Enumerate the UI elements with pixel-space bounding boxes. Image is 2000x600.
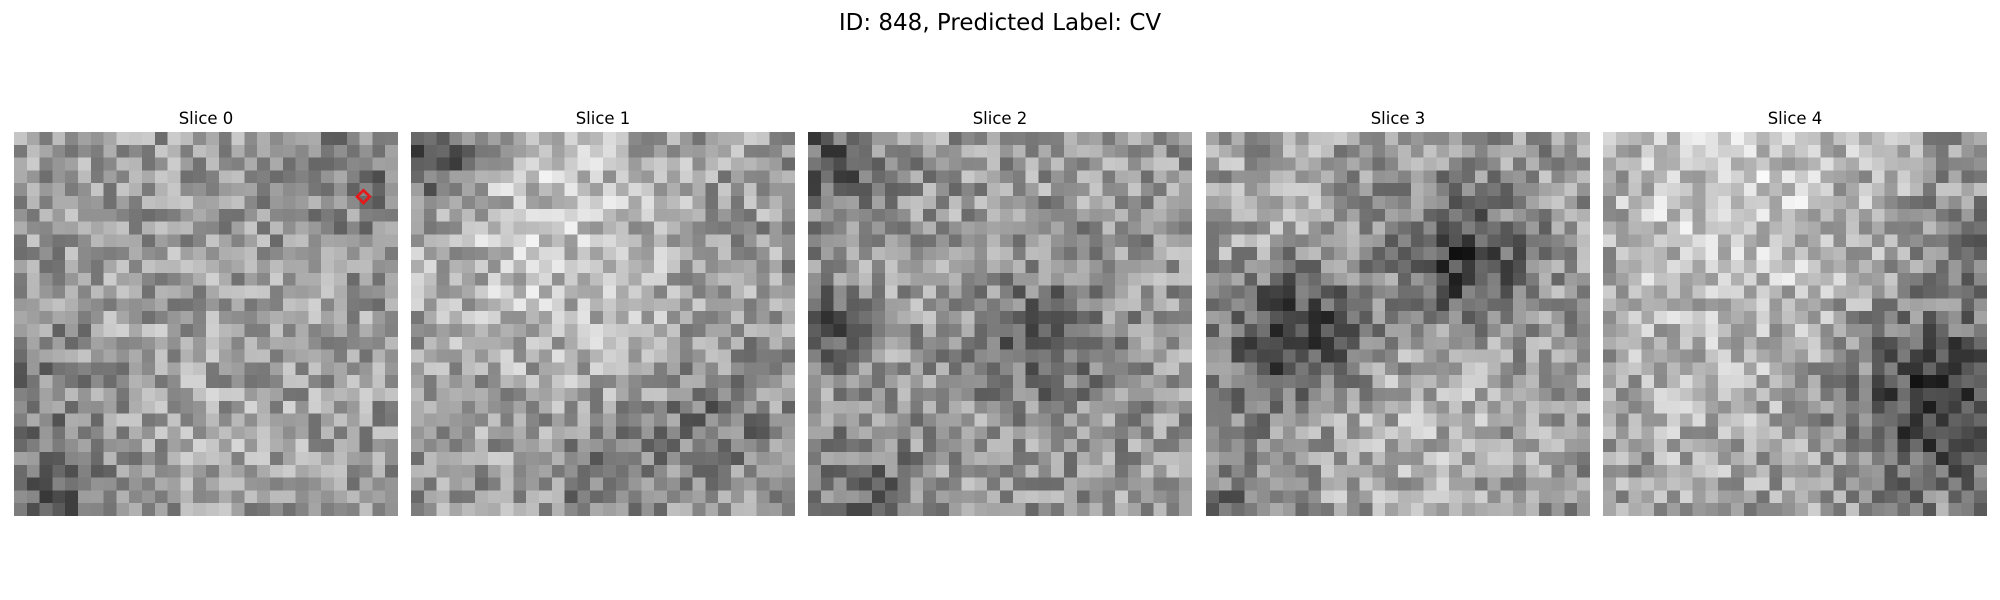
marker-diamond-icon — [355, 188, 372, 205]
figure-title: ID: 848, Predicted Label: CV — [838, 10, 1162, 36]
slice-image-2 — [808, 132, 1192, 516]
slice-image-1 — [411, 132, 795, 516]
slice-panel-1: Slice 1 — [411, 108, 795, 516]
slice-title-2: Slice 2 — [972, 109, 1028, 128]
slice-image-4 — [1603, 132, 1987, 516]
slice-image-0 — [14, 132, 398, 516]
slice-title-3: Slice 3 — [1370, 109, 1426, 128]
slice-title-1: Slice 1 — [575, 109, 631, 128]
slice-panel-2: Slice 2 — [808, 108, 1192, 516]
slice-panel-3: Slice 3 — [1206, 108, 1590, 516]
slice-image-3 — [1206, 132, 1590, 516]
slice-title-4: Slice 4 — [1767, 109, 1823, 128]
slice-panel-0: Slice 0 — [14, 108, 398, 516]
slice-title-0: Slice 0 — [178, 109, 234, 128]
slice-panel-4: Slice 4 — [1603, 108, 1987, 516]
